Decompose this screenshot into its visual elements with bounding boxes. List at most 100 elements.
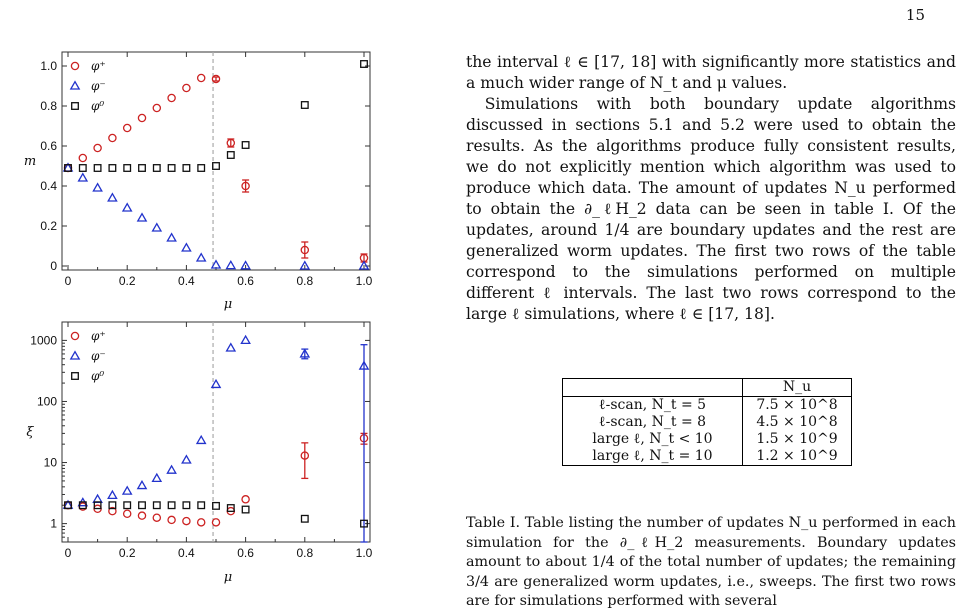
legend-label: φ⁻	[91, 349, 106, 363]
legend-marker	[70, 331, 80, 341]
data-point	[152, 103, 162, 113]
data-point	[210, 259, 222, 269]
data-point	[152, 164, 161, 172]
y-tick-label: 0.8	[40, 99, 57, 113]
table-row: ℓ-scan, N_t = 8 4.5 × 10^8	[562, 414, 852, 431]
data-point	[212, 162, 220, 170]
data-point	[78, 153, 88, 163]
data-point	[123, 164, 132, 172]
data-point	[226, 504, 235, 512]
x-tick-label: 1.0	[356, 274, 373, 288]
x-tick-label: 0.8	[296, 546, 313, 560]
data-point	[182, 83, 191, 93]
page-number: 15	[905, 6, 925, 24]
y-tick-label: 1.0	[40, 59, 57, 73]
updates-table: N_u ℓ-scan, N_t = 5 7.5 × 10^8 ℓ-scan, N…	[562, 378, 852, 466]
y-tick-label: 0.4	[40, 179, 57, 193]
data-point	[181, 454, 192, 464]
x-axis-label: μ	[224, 570, 232, 585]
data-point	[299, 260, 311, 270]
data-point	[358, 260, 370, 270]
table-cell-value: 1.2 × 10^9	[742, 448, 852, 466]
data-point	[300, 451, 310, 460]
data-point	[108, 506, 117, 516]
data-point	[240, 334, 251, 345]
data-point	[92, 182, 103, 192]
data-point	[211, 74, 221, 84]
table-cell-label: large ℓ, N_t < 10	[562, 431, 743, 448]
legend-marker	[71, 372, 79, 380]
chart-1: 0 0.2 0.4 0.6 0.8 1.0 0 0.2 0.4 0.6 0.8 1.0 μ m φ⁺ φ⁻ φ⁰	[24, 51, 373, 312]
y-tick-label: 0.6	[40, 139, 57, 153]
data-point	[93, 143, 102, 153]
x-tick-label: 0.6	[237, 274, 254, 288]
data-point	[210, 378, 222, 389]
data-point	[225, 259, 237, 270]
data-point	[122, 123, 132, 133]
data-point	[182, 501, 191, 510]
table-row: ℓ-scan, N_t = 5 7.5 × 10^8	[562, 396, 852, 414]
y-tick-label: 1	[50, 517, 57, 531]
data-point	[300, 514, 309, 523]
data-point	[151, 222, 163, 232]
data-point	[197, 164, 206, 172]
data-point	[107, 489, 118, 500]
data-point	[78, 501, 87, 510]
data-point	[197, 501, 206, 510]
data-point	[226, 138, 236, 148]
x-tick-label: 0.6	[237, 546, 254, 560]
legend-marker	[71, 102, 79, 110]
data-point	[138, 164, 146, 172]
series-circle	[63, 432, 369, 527]
x-tick-label: 0.4	[178, 546, 195, 560]
data-point	[138, 501, 146, 510]
data-point	[64, 164, 72, 172]
data-point	[182, 516, 191, 526]
table-cell-label: large ℓ, N_t = 10	[562, 448, 743, 466]
x-tick-label: 0	[65, 274, 72, 288]
data-point	[240, 260, 251, 270]
data-point	[78, 164, 87, 172]
data-point	[107, 192, 118, 202]
data-point	[137, 511, 147, 520]
data-point	[360, 519, 368, 528]
data-point	[152, 513, 162, 522]
body-text: the interval ℓ ∈ [17, 18] with significa…	[466, 52, 956, 325]
x-tick-label: 1.0	[356, 546, 373, 560]
table-cell-label: ℓ-scan, N_t = 8	[562, 414, 743, 431]
legend-marker	[70, 61, 80, 71]
data-point	[122, 509, 132, 519]
series-circle	[63, 73, 369, 263]
plot-frame	[61, 51, 371, 271]
data-point	[195, 252, 207, 262]
data-point	[152, 501, 161, 510]
table-cell-value: 1.5 × 10^9	[742, 431, 852, 448]
series-square	[64, 501, 368, 528]
data-point	[137, 113, 147, 123]
data-point	[108, 133, 117, 143]
data-point	[136, 479, 148, 490]
data-point	[358, 360, 370, 370]
data-point	[241, 495, 250, 504]
y-tick-label: 0	[50, 259, 57, 273]
caption-text: Table I. Table listing the number of upd…	[466, 515, 956, 609]
y-tick-label: 10	[44, 456, 58, 470]
data-point	[166, 464, 177, 474]
x-tick-label: 0.8	[296, 274, 313, 288]
y-axis-label: ξ	[26, 425, 34, 440]
data-point	[166, 232, 177, 242]
data-point	[241, 505, 250, 514]
table-cell-value: 7.5 × 10^8	[742, 396, 852, 414]
data-point	[64, 501, 72, 510]
chart-2: 0 0.2 0.4 0.6 0.8 1.0 1 10 100 1000 μ ξ φ⁺ φ⁻ φ⁰	[26, 321, 373, 585]
data-point	[92, 493, 103, 503]
data-point	[211, 518, 221, 527]
table-row: large ℓ, N_t < 10 1.5 × 10^9	[562, 431, 852, 448]
data-point	[93, 164, 102, 172]
figure-plots: 0 0.2 0.4 0.6 0.8 1.0 0 0.2 0.4 0.6 0.8 1.0 μ m φ⁺ φ⁻ φ⁰…	[24, 51, 373, 585]
series-square	[64, 60, 368, 172]
data-point	[196, 518, 206, 527]
data-point	[300, 245, 310, 255]
data-point	[226, 151, 235, 159]
legend-label: φ⁺	[91, 59, 106, 73]
